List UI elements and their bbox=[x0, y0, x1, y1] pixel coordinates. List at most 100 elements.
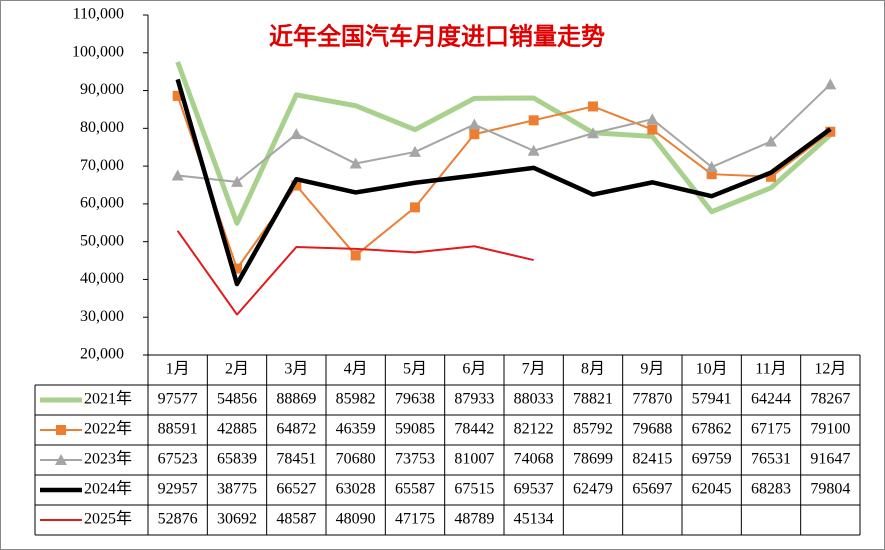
marker bbox=[409, 145, 421, 157]
legend-label: 2024年 bbox=[84, 480, 132, 498]
table-cell: 79688 bbox=[632, 421, 672, 438]
table-cell: 74068 bbox=[514, 451, 554, 468]
y-tick-label: 110,000 bbox=[73, 6, 124, 23]
table-cell: 70680 bbox=[336, 451, 376, 468]
marker bbox=[824, 78, 837, 90]
marker bbox=[587, 127, 599, 139]
table-cell: 62045 bbox=[692, 481, 732, 498]
table-cell: 63028 bbox=[336, 481, 376, 498]
series-line bbox=[175, 78, 832, 287]
table-cell: 65587 bbox=[395, 481, 435, 498]
table-cell: 85792 bbox=[573, 421, 613, 438]
y-tick-label: 80,000 bbox=[80, 119, 124, 136]
table-cell: 88033 bbox=[514, 391, 554, 408]
table-cell: 79804 bbox=[810, 481, 850, 498]
marker bbox=[172, 90, 183, 101]
table-cell: 57941 bbox=[692, 391, 732, 408]
chart-title: 近年全国汽车月度进口销量走势 bbox=[269, 23, 605, 51]
series-line bbox=[175, 61, 832, 226]
legend-label: 2021年 bbox=[84, 390, 132, 408]
x-tick-label: 10月 bbox=[696, 361, 728, 378]
legend-label: 2023年 bbox=[84, 450, 132, 468]
table-cell: 47175 bbox=[395, 511, 435, 528]
y-tick-label: 90,000 bbox=[80, 81, 124, 98]
table-cell: 48789 bbox=[454, 511, 494, 528]
table-cell: 92957 bbox=[158, 481, 198, 498]
table-cell: 69759 bbox=[692, 451, 732, 468]
table-cell: 79100 bbox=[810, 421, 850, 438]
x-tick-label: 11月 bbox=[755, 361, 786, 378]
table-cell: 78821 bbox=[573, 391, 613, 408]
table-cell: 67862 bbox=[692, 421, 732, 438]
table-cell: 59085 bbox=[395, 421, 435, 438]
marker bbox=[232, 263, 242, 274]
table-cell: 97577 bbox=[158, 391, 198, 408]
table-cell: 54856 bbox=[217, 391, 257, 408]
table-cell: 45134 bbox=[514, 511, 554, 528]
marker bbox=[350, 250, 361, 261]
table-cell: 78699 bbox=[573, 451, 613, 468]
x-tick-label: 1月 bbox=[166, 361, 190, 378]
marker bbox=[231, 175, 243, 187]
marker bbox=[527, 144, 540, 156]
y-tick-label: 50,000 bbox=[80, 232, 124, 249]
series-line bbox=[176, 230, 534, 316]
x-tick-label: 9月 bbox=[640, 361, 664, 378]
table-cell: 48587 bbox=[276, 511, 316, 528]
table-cell: 76531 bbox=[751, 451, 791, 468]
table-cell: 88591 bbox=[158, 421, 198, 438]
y-tick-label: 60,000 bbox=[80, 195, 124, 212]
table-cell: 79638 bbox=[395, 391, 435, 408]
table-cell: 73753 bbox=[395, 451, 435, 468]
x-tick-label: 4月 bbox=[344, 361, 368, 378]
table-cell: 78267 bbox=[810, 391, 850, 408]
series-line bbox=[177, 83, 832, 183]
legend-label: 2022年 bbox=[84, 420, 132, 438]
table-cell: 69537 bbox=[514, 481, 554, 498]
x-tick-label: 2月 bbox=[225, 361, 249, 378]
table-cell: 46359 bbox=[336, 421, 376, 438]
marker bbox=[171, 169, 184, 181]
table-cell: 91647 bbox=[810, 451, 850, 468]
table-cell: 62479 bbox=[573, 481, 613, 498]
marker bbox=[349, 157, 362, 169]
x-tick-label: 5月 bbox=[403, 361, 427, 378]
marker bbox=[290, 128, 303, 140]
legend-label: 2025年 bbox=[84, 510, 132, 528]
table-cell: 38775 bbox=[217, 481, 257, 498]
table-cell: 65697 bbox=[632, 481, 672, 498]
marker bbox=[705, 161, 718, 173]
legend-marker bbox=[55, 454, 67, 465]
y-tick-label: 20,000 bbox=[80, 346, 124, 363]
table-cell: 82415 bbox=[632, 451, 672, 468]
marker bbox=[766, 171, 776, 182]
table-cell: 77870 bbox=[632, 391, 672, 408]
marker bbox=[468, 118, 481, 130]
legend-marker bbox=[56, 425, 66, 435]
table-cell: 52876 bbox=[158, 511, 198, 528]
table-cell: 64244 bbox=[751, 391, 791, 408]
marker bbox=[291, 180, 302, 191]
table-cell: 64872 bbox=[276, 421, 316, 438]
marker bbox=[469, 129, 480, 140]
x-tick-label: 7月 bbox=[522, 361, 546, 378]
table-cell: 82122 bbox=[514, 421, 554, 438]
table-cell: 67523 bbox=[158, 451, 198, 468]
table-cell: 87933 bbox=[454, 391, 494, 408]
table-cell: 81007 bbox=[454, 451, 494, 468]
table-cell: 68283 bbox=[751, 481, 791, 498]
table-cell: 42885 bbox=[217, 421, 257, 438]
table-cell: 78442 bbox=[454, 421, 494, 438]
table-cell: 65839 bbox=[217, 451, 257, 468]
table-cell: 67175 bbox=[751, 421, 791, 438]
marker bbox=[647, 124, 658, 135]
x-tick-label: 3月 bbox=[284, 361, 308, 378]
y-tick-label: 30,000 bbox=[80, 308, 124, 325]
table-cell: 78451 bbox=[276, 451, 316, 468]
table-cell: 48090 bbox=[336, 511, 376, 528]
y-tick-label: 70,000 bbox=[80, 157, 124, 174]
marker bbox=[765, 135, 777, 147]
marker bbox=[528, 115, 539, 126]
table-cell: 66527 bbox=[276, 481, 316, 498]
